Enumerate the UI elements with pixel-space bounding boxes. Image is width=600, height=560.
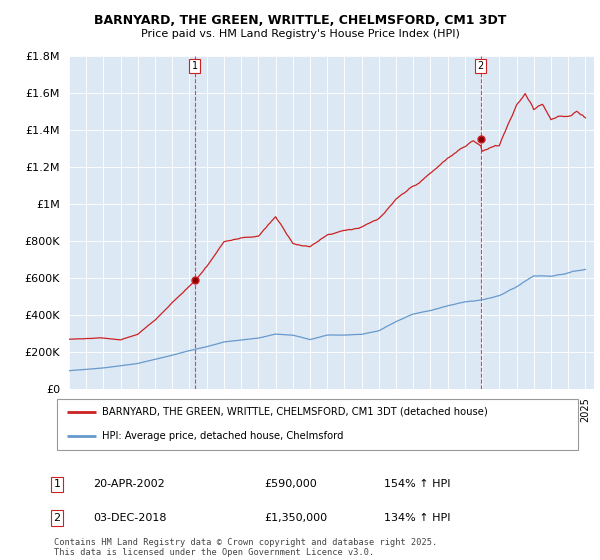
Text: 154% ↑ HPI: 154% ↑ HPI [384, 479, 451, 489]
Text: 2: 2 [53, 513, 61, 523]
Text: 134% ↑ HPI: 134% ↑ HPI [384, 513, 451, 523]
Text: £1,350,000: £1,350,000 [264, 513, 327, 523]
Text: Price paid vs. HM Land Registry's House Price Index (HPI): Price paid vs. HM Land Registry's House … [140, 29, 460, 39]
Text: 03-DEC-2018: 03-DEC-2018 [93, 513, 167, 523]
Text: BARNYARD, THE GREEN, WRITTLE, CHELMSFORD, CM1 3DT (detached house): BARNYARD, THE GREEN, WRITTLE, CHELMSFORD… [101, 407, 487, 417]
Text: 20-APR-2002: 20-APR-2002 [93, 479, 165, 489]
Text: 2: 2 [478, 61, 484, 71]
Text: £590,000: £590,000 [264, 479, 317, 489]
Text: HPI: Average price, detached house, Chelmsford: HPI: Average price, detached house, Chel… [101, 431, 343, 441]
Text: Contains HM Land Registry data © Crown copyright and database right 2025.
This d: Contains HM Land Registry data © Crown c… [54, 538, 437, 557]
Text: 1: 1 [191, 61, 198, 71]
Text: 1: 1 [53, 479, 61, 489]
FancyBboxPatch shape [56, 399, 578, 450]
Text: BARNYARD, THE GREEN, WRITTLE, CHELMSFORD, CM1 3DT: BARNYARD, THE GREEN, WRITTLE, CHELMSFORD… [94, 14, 506, 27]
